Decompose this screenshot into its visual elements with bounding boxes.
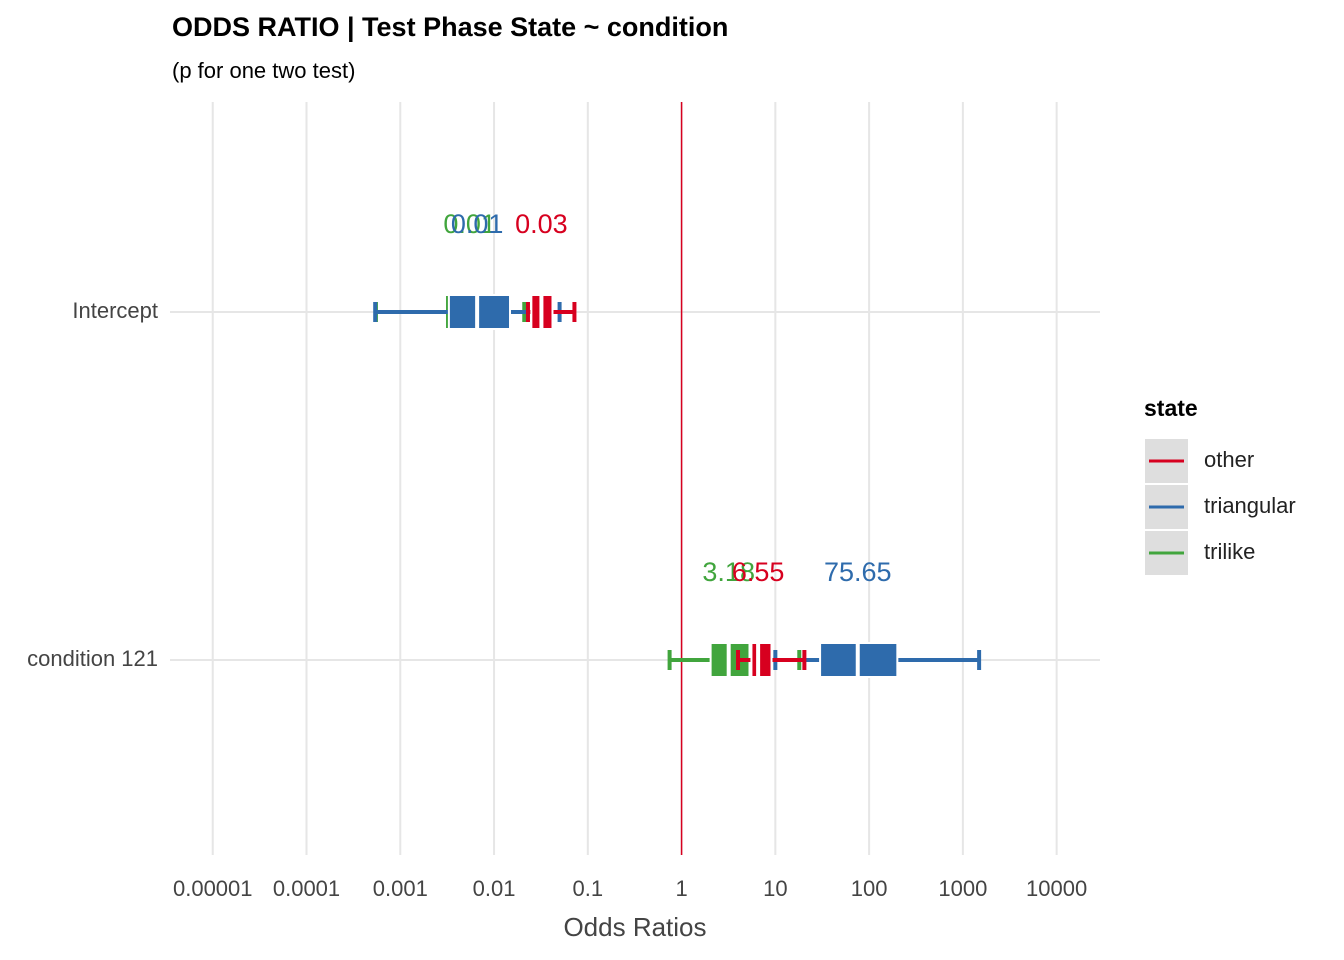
legend-label: other <box>1204 447 1254 472</box>
y-tick-label: Intercept <box>72 298 158 323</box>
box <box>750 642 773 678</box>
legend-title: state <box>1144 395 1198 421</box>
x-tick-label: 1 <box>675 876 687 901</box>
legend-label: triangular <box>1204 493 1296 518</box>
value-label: 0.01 <box>451 209 504 239</box>
x-tick-label: 10000 <box>1026 876 1087 901</box>
value-label: 75.65 <box>824 557 892 587</box>
x-tick-label: 0.1 <box>573 876 604 901</box>
box <box>447 294 512 330</box>
x-tick-label: 10 <box>763 876 787 901</box>
chart-subtitle: (p for one two test) <box>172 58 355 83</box>
x-tick-label: 1000 <box>938 876 987 901</box>
x-tick-label: 0.01 <box>473 876 516 901</box>
x-tick-label: 100 <box>851 876 888 901</box>
value-label: 3.18 <box>702 557 755 587</box>
y-tick-label: condition 121 <box>27 646 158 671</box>
legend-label: trilike <box>1204 539 1255 564</box>
x-axis-label: Odds Ratios <box>563 912 706 942</box>
value-label: 6.55 <box>732 557 785 587</box>
x-tick-label: 0.00001 <box>173 876 253 901</box>
x-tick-label: 0.0001 <box>273 876 340 901</box>
value-label: 0.03 <box>515 209 568 239</box>
x-tick-label: 0.001 <box>373 876 428 901</box>
value-label: 0.01 <box>443 209 496 239</box>
chart-title: ODDS RATIO | Test Phase State ~ conditio… <box>172 12 728 42</box>
